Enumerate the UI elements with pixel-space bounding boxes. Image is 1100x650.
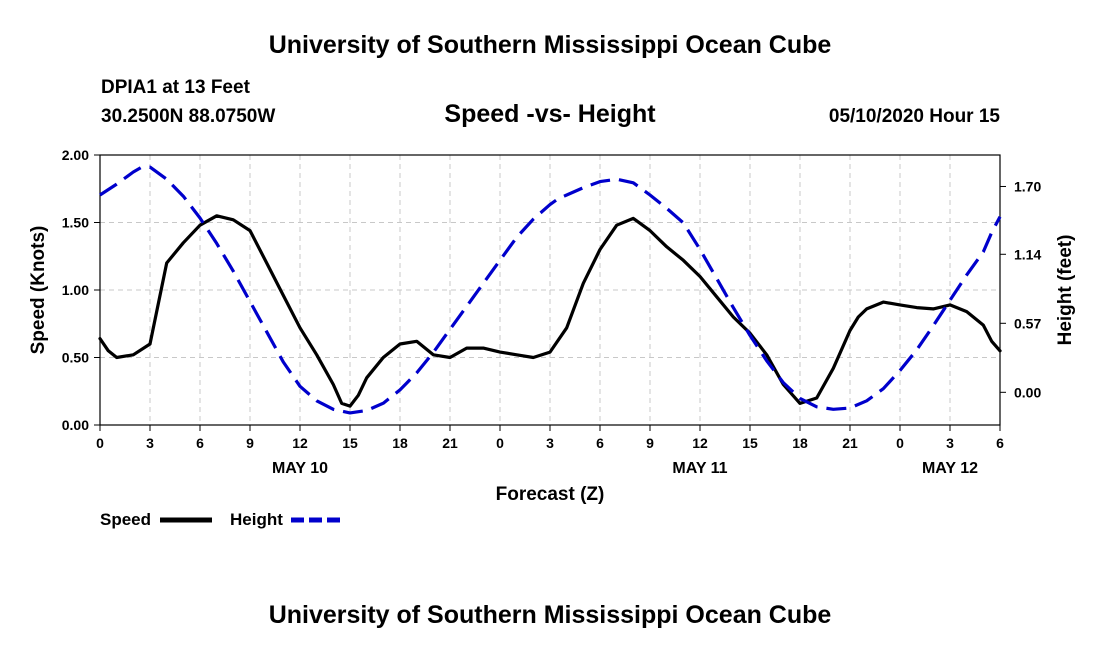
x-axis-title: Forecast (Z): [496, 484, 605, 505]
x-tick-label: 3: [946, 435, 954, 451]
x-tick-label: 21: [442, 435, 458, 451]
x-tick-label: 6: [996, 435, 1004, 451]
x-tick-label: 21: [842, 435, 858, 451]
series-layer: [98, 165, 1002, 415]
x-axis: 0 3 6 9 12 15 18 21 0 3 6 9 12 15 18 21 0 3 6: [96, 425, 1004, 451]
x-tick-label: 0: [96, 435, 104, 451]
left-y-tick-label: 0.50: [62, 350, 89, 366]
x-tick-label: 18: [792, 435, 808, 451]
left-y-axis-title: Speed (Knots): [28, 226, 49, 355]
x-tick-label: 12: [292, 435, 308, 451]
x-tick-label: 15: [742, 435, 758, 451]
grid-lines: [100, 155, 1000, 425]
x-tick-label: 3: [146, 435, 154, 451]
left-y-tick-label: 1.50: [62, 215, 89, 231]
x-tick-label: 0: [896, 435, 904, 451]
day-label: MAY 10: [272, 460, 328, 477]
footer-title: University of Southern Mississippi Ocean…: [268, 601, 832, 629]
legend-label-speed: Speed: [100, 510, 151, 529]
series-line-speed: [98, 214, 1002, 408]
x-tick-label: 6: [196, 435, 204, 451]
x-tick-label: 9: [246, 435, 254, 451]
x-tick-label: 9: [646, 435, 654, 451]
legend-label-height: Height: [230, 510, 283, 529]
x-tick-label: 15: [342, 435, 358, 451]
legend: Speed Height: [100, 510, 343, 529]
day-label: MAY 11: [672, 460, 727, 477]
right-y-tick-label: 1.70: [1014, 178, 1041, 194]
x-tick-label: 12: [692, 435, 708, 451]
chart-title: University of Southern Mississippi Ocean…: [268, 31, 832, 59]
day-labels: MAY 10 MAY 11 MAY 12: [272, 460, 978, 477]
x-tick-label: 3: [546, 435, 554, 451]
day-label: MAY 12: [922, 460, 978, 477]
left-y-tick-label: 1.00: [62, 282, 89, 298]
right-y-tick-label: 1.14: [1014, 246, 1041, 262]
right-y-axis-title: Height (feet): [1055, 235, 1076, 346]
left-y-tick-label: 0.00: [62, 417, 89, 433]
series-line-height: [99, 165, 1002, 415]
forecast-date: 05/10/2020 Hour 15: [828, 106, 1000, 127]
station-label: DPIA1 at 13 Feet: [101, 77, 250, 98]
right-y-tick-label: 0.57: [1014, 315, 1041, 331]
x-tick-label: 6: [596, 435, 604, 451]
left-y-tick-label: 2.00: [62, 147, 89, 163]
right-y-axis: 0.00 0.57 1.14 1.70: [1000, 178, 1041, 400]
left-y-axis: 0.00 0.50 1.00 1.50 2.00: [62, 147, 100, 433]
right-y-tick-label: 0.00: [1014, 384, 1041, 400]
chart-subtitle: Speed -vs- Height: [444, 100, 656, 128]
x-tick-label: 18: [392, 435, 408, 451]
x-tick-label: 0: [496, 435, 504, 451]
station-coordinates: 30.2500N 88.0750W: [101, 106, 276, 127]
